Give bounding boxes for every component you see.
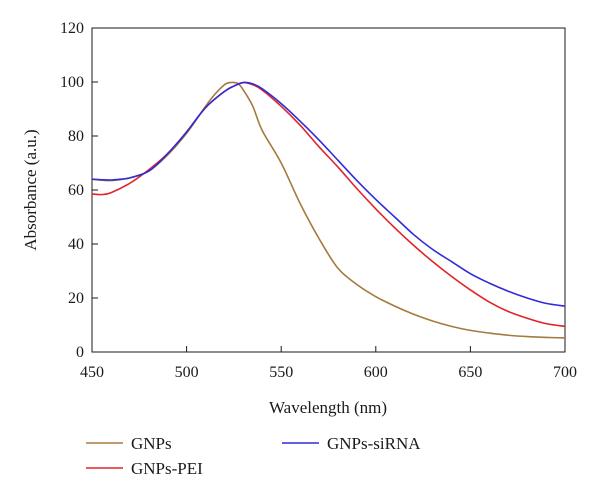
y-tick-label: 100 <box>60 74 84 91</box>
x-tick-label: 700 <box>553 364 577 381</box>
y-tick-label: 0 <box>76 344 84 361</box>
y-axis-ticks: 0 20 40 60 80 100 120 <box>60 20 98 361</box>
series-line-gnps-sirna <box>91 81 566 307</box>
y-tick-label: 120 <box>60 20 84 37</box>
legend-label-gnps: GNPs <box>131 434 172 453</box>
x-tick-label: 650 <box>458 364 482 381</box>
plot-frame <box>91 27 566 353</box>
legend: GNPs GNPs-PEI GNPs-siRNA <box>86 434 421 478</box>
series-line-gnps <box>91 81 566 339</box>
legend-label-gnps-sirna: GNPs-siRNA <box>327 434 421 453</box>
x-axis-ticks: 450 500 550 600 650 700 <box>80 346 577 381</box>
x-tick-label: 600 <box>364 364 388 381</box>
y-axis-title: Absorbance (a.u.) <box>21 129 40 250</box>
y-tick-label: 80 <box>68 128 84 145</box>
y-tick-label: 40 <box>68 236 84 253</box>
series-line-gnps-pei <box>91 81 566 328</box>
x-axis-title: Wavelength (nm) <box>269 398 387 417</box>
x-tick-label: 500 <box>175 364 199 381</box>
x-tick-label: 450 <box>80 364 104 381</box>
series-layer <box>91 81 566 339</box>
y-tick-label: 20 <box>68 290 84 307</box>
legend-label-gnps-pei: GNPs-PEI <box>131 459 203 478</box>
y-tick-label: 60 <box>68 182 84 199</box>
x-tick-label: 550 <box>269 364 293 381</box>
